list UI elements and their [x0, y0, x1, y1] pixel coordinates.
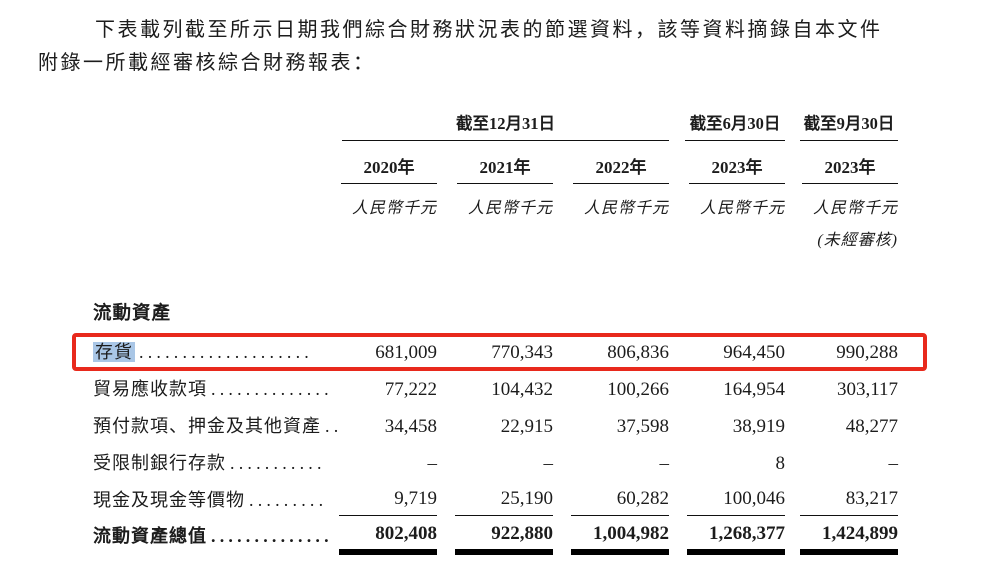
row-label: 預付款項、押金及其他資產	[93, 416, 321, 436]
cell-value: 770,343	[491, 342, 553, 363]
year-header-row: 2020年 2021年 2022年 2023年 2023年	[93, 141, 905, 184]
intro-text-line1: 下表載列截至所示日期我們綜合財務狀況表的節選資料，該等資料摘錄自本文件	[95, 19, 883, 41]
unaudited-note-row: (未經審核)	[93, 220, 905, 252]
leader-dots: ..............	[211, 379, 333, 399]
unit-label: 人民幣千元	[699, 200, 785, 217]
row-label: 受限制銀行存款	[93, 453, 226, 473]
row-label-highlighted: 存貨	[93, 342, 135, 362]
unit-label: 人民幣千元	[351, 200, 437, 217]
cell-value: –	[659, 453, 670, 474]
cell-value: 37,598	[616, 416, 669, 437]
cell-value: 34,458	[384, 416, 437, 437]
year-header-2023-jun: 2023年	[689, 153, 785, 184]
cell-value: 25,190	[455, 482, 553, 516]
leader-dots: ..............	[211, 526, 333, 546]
leader-dots: ...........	[230, 453, 326, 473]
cell-value: 100,266	[607, 379, 669, 400]
cell-value: 922,880	[491, 523, 553, 544]
units-row: 人民幣千元 人民幣千元 人民幣千元 人民幣千元 人民幣千元	[93, 184, 905, 220]
cell-value: 303,117	[836, 379, 898, 400]
year-header-2023-sep: 2023年	[802, 153, 898, 184]
unit-label: 人民幣千元	[812, 200, 898, 217]
double-rule	[800, 549, 898, 555]
cell-value: 60,282	[571, 482, 669, 516]
cell-value: 1,268,377	[709, 523, 785, 544]
period-header-dec31: 截至12月31日	[342, 110, 669, 141]
cell-value: 22,915	[500, 416, 553, 437]
unit-label: 人民幣千元	[467, 200, 553, 217]
cell-value: 8	[775, 453, 786, 474]
cell-value: 104,432	[491, 379, 553, 400]
period-header-jun30: 截至6月30日	[685, 110, 785, 141]
unit-label: 人民幣千元	[583, 200, 669, 217]
leader-dots: ..	[325, 416, 343, 436]
table-row-trade-receivables: 貿易應收款項.............. 77,222 104,432 100,…	[93, 371, 905, 408]
cell-value: 100,046	[687, 482, 785, 516]
double-rule	[687, 549, 785, 555]
section-title: 流動資產	[93, 304, 172, 324]
cell-value: 38,919	[732, 416, 785, 437]
cell-value: 964,450	[723, 342, 785, 363]
cell-value: 806,836	[607, 342, 669, 363]
period-header-sep30: 截至9月30日	[800, 110, 898, 141]
year-header-2021: 2021年	[457, 153, 553, 184]
cell-value: 1,004,982	[593, 523, 669, 544]
document-page: 下表載列截至所示日期我們綜合財務狀況表的節選資料，該等資料摘錄自本文件 附錄一所…	[0, 14, 988, 559]
financial-position-table: 截至12月31日 截至6月30日 截至9月30日 2020年 2021年 202…	[93, 108, 905, 559]
table-row-restricted-bank-deposits: 受限制銀行存款........... – – – 8 –	[93, 445, 905, 482]
unaudited-note: (未經審核)	[817, 232, 898, 249]
cell-value: 681,009	[375, 342, 437, 363]
double-rule	[339, 549, 437, 555]
year-header-2022: 2022年	[573, 153, 669, 184]
section-header-row: 流動資產	[93, 300, 905, 334]
cell-value: 83,217	[800, 482, 898, 516]
cell-value: –	[888, 453, 899, 474]
table-row-total-current-assets: 流動資產總值.............. 802,408 922,880 1,0…	[93, 519, 905, 559]
table-row-inventory: 存貨.................... 681,009 770,343 8…	[93, 334, 905, 371]
leader-dots: ....................	[139, 342, 313, 362]
row-label: 貿易應收款項	[93, 379, 207, 399]
year-header-2020: 2020年	[341, 153, 437, 184]
double-rule	[455, 549, 553, 555]
cell-value: 48,277	[845, 416, 898, 437]
cell-value: 990,288	[836, 342, 898, 363]
double-rule	[571, 549, 669, 555]
cell-value: 164,954	[723, 379, 785, 400]
cell-value: 802,408	[375, 523, 437, 544]
table-row-prepayments: 預付款項、押金及其他資產.. 34,458 22,915 37,598 38,9…	[93, 408, 905, 445]
period-header-row: 截至12月31日 截至6月30日 截至9月30日	[93, 108, 905, 141]
intro-paragraph: 下表載列截至所示日期我們綜合財務狀況表的節選資料，該等資料摘錄自本文件 附錄一所…	[38, 14, 950, 80]
cell-value: –	[427, 453, 438, 474]
table-row-cash-equivalents: 現金及現金等價物......... 9,719 25,190 60,282 10…	[93, 482, 905, 519]
cell-value: 77,222	[384, 379, 437, 400]
intro-text-line2: 附錄一所載經審核綜合財務報表：	[38, 52, 376, 74]
row-label: 流動資產總值	[93, 526, 207, 546]
row-label: 現金及現金等價物	[93, 490, 245, 510]
cell-value: 1,424,899	[822, 523, 898, 544]
cell-value: –	[543, 453, 554, 474]
cell-value: 9,719	[339, 482, 437, 516]
leader-dots: .........	[249, 490, 328, 510]
